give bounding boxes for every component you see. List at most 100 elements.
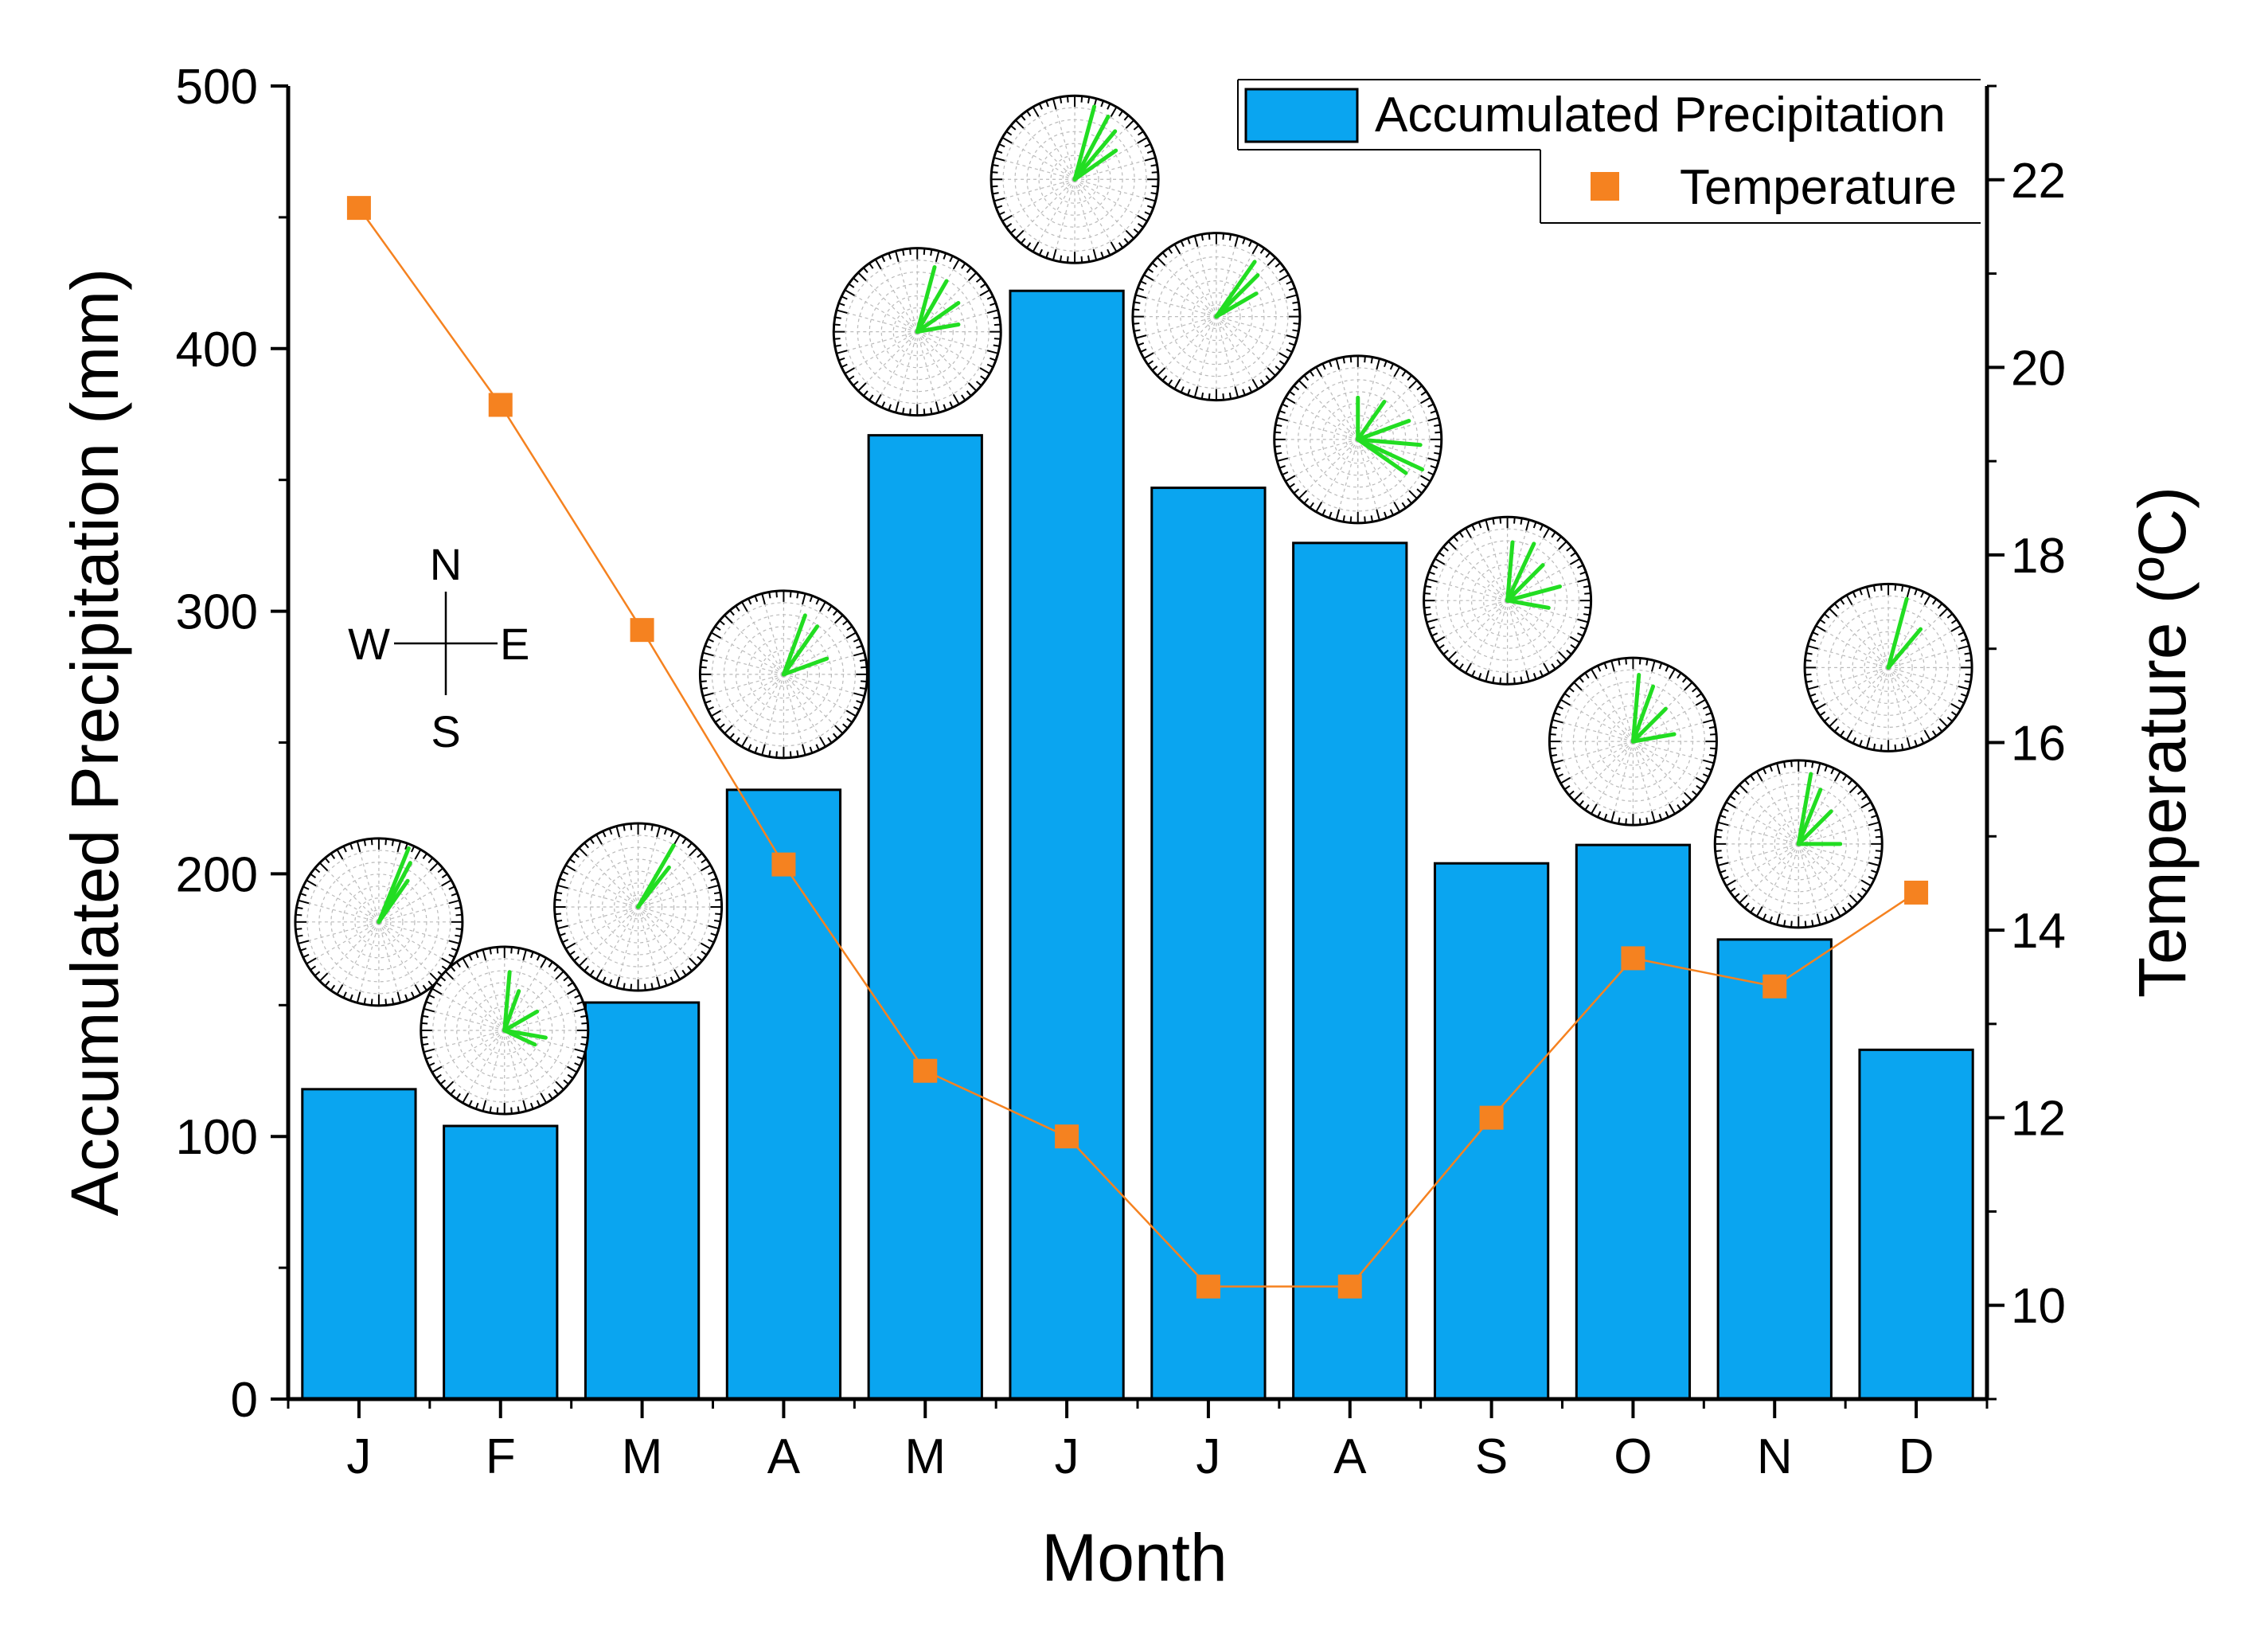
wind-rose-tick [1824, 716, 1830, 722]
wind-rose-tick [1868, 807, 1875, 812]
wind-rose-grid-spoke [1447, 541, 1509, 601]
wind-rose-tick [441, 957, 452, 965]
wind-rose-tick [1147, 360, 1154, 365]
wind-rose-tick [844, 289, 855, 297]
wind-rose-tick [1665, 811, 1669, 818]
wind-rose-tick [1739, 784, 1748, 794]
wind-rose-tick [1143, 352, 1154, 359]
wind-rose-tick [768, 592, 771, 599]
wind-rose-tick [1708, 753, 1716, 757]
wind-rose-grid-spoke [1591, 741, 1634, 815]
wind-rose-tick [961, 263, 966, 269]
wind-rose-grid-spoke [336, 921, 380, 995]
wind-rose-tick [1860, 801, 1872, 809]
wind-rose-grid-spoke [895, 251, 918, 332]
wind-rose-tick [1569, 557, 1581, 565]
wind-rose-tick [998, 143, 1005, 148]
wind-rose-tick [391, 839, 395, 846]
wind-rose-grid-spoke [1216, 316, 1290, 359]
wind-rose-grid-spoke [1887, 595, 1931, 668]
wind-rose-tick [935, 401, 940, 413]
wind-rose-grid-ring [1204, 303, 1229, 330]
wind-rose-grid-spoke [1726, 801, 1799, 845]
wind-rose-grid-ring [747, 638, 821, 711]
wind-rose-tick [556, 924, 568, 930]
wind-rose-tick [1242, 389, 1246, 396]
wind-rose-grid-spoke [1435, 600, 1508, 643]
x-tick-label: A [767, 1429, 801, 1484]
wind-rose-tick [580, 1014, 587, 1018]
wind-rose-tick [1804, 760, 1807, 768]
wind-rose-tick [1125, 119, 1135, 129]
wind-rose-tick [1705, 767, 1712, 771]
wind-rose-tick [1914, 740, 1918, 747]
wind-rose-tick [510, 1107, 513, 1114]
wind-rose-tick [1848, 784, 1859, 794]
wind-rose-tick [1187, 389, 1191, 396]
wind-rose-tick [1118, 110, 1124, 117]
wind-rose-grid-spoke [875, 259, 918, 332]
wind-rose-tick [1577, 564, 1584, 569]
wind-rose-grid-spoke [378, 921, 421, 995]
wind-rose-tick [701, 858, 708, 864]
wind-rose-grid-spoke [638, 864, 711, 908]
wind-rose-ray [502, 970, 512, 1033]
wind-rose-tick [1134, 301, 1141, 304]
wind-rose-tick [1335, 358, 1341, 370]
wind-rose-tick [555, 971, 564, 980]
wind-rose-tick [990, 357, 997, 362]
wind-rose-tick [1584, 672, 1590, 679]
wind-rose-tick [1554, 712, 1561, 716]
wind-rose-tick [714, 717, 721, 723]
y2-tick-label: 20 [2011, 341, 2066, 396]
wind-rose-tick [1829, 718, 1838, 728]
wind-rose-tick [574, 1048, 586, 1053]
precipitation-bar [867, 434, 983, 1401]
wind-rose-tick [1275, 424, 1282, 427]
wind-rose-ray [1356, 400, 1387, 442]
wind-rose-tick [857, 272, 867, 281]
wind-rose-tick [421, 1022, 428, 1025]
wind-rose-tick [1248, 240, 1253, 248]
x-tick-label: M [622, 1429, 663, 1484]
wind-rose-tick [1790, 760, 1793, 768]
wind-rose-tick [1140, 280, 1147, 285]
wind-rose-tick [741, 737, 748, 748]
wind-rose-tick [584, 842, 589, 849]
wind-rose-tick [559, 878, 566, 881]
wind-rose-tick [768, 750, 771, 757]
y2-axis-title: Temperature (ºC) [2125, 487, 2200, 998]
wind-rose-tick [848, 375, 855, 381]
wind-rose-tick [1137, 223, 1144, 229]
wind-rose-tick [710, 709, 722, 717]
wind-rose-ray [1796, 809, 1833, 846]
wind-rose-grid-spoke [378, 921, 452, 964]
wind-rose-grid-spoke [357, 841, 380, 922]
wind-rose-tick [1708, 725, 1716, 729]
wind-rose-grid-spoke [1357, 439, 1380, 521]
wind-rose-tick [421, 1036, 428, 1039]
wind-rose-tick [425, 1056, 432, 1060]
wind-rose-tick [310, 965, 317, 971]
wind-rose-tick [1868, 875, 1875, 881]
wind-rose-grid-spoke [1507, 600, 1530, 682]
wind-rose-tick [1275, 365, 1281, 371]
wind-rose-tick [1431, 564, 1438, 569]
wind-rose-grid-spoke [916, 331, 977, 392]
wind-rose-grid-spoke [783, 674, 857, 717]
wind-rose-tick [833, 733, 838, 739]
wind-rose-tick [1573, 792, 1583, 802]
wind-rose-tick [404, 994, 408, 1001]
wind-rose-tick [1848, 894, 1859, 904]
wind-rose-tick [1376, 509, 1380, 521]
wind-rose-tick [1894, 584, 1897, 591]
wind-rose-tick [748, 744, 752, 751]
wind-rose-tick [1894, 744, 1897, 752]
compass: N SE W [348, 539, 529, 756]
x-tick-label: D [1899, 1429, 1934, 1484]
wind-rose-tick [1200, 392, 1204, 400]
wind-rose-tick [1285, 475, 1296, 483]
wind-rose-grid-ring [880, 295, 954, 369]
wind-rose-grid-spoke [1866, 586, 1889, 668]
wind-rose-tick [895, 250, 900, 262]
